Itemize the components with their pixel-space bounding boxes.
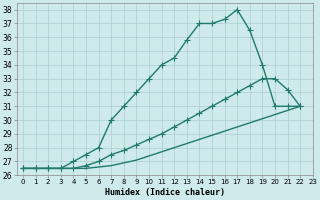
X-axis label: Humidex (Indice chaleur): Humidex (Indice chaleur) [105, 188, 225, 197]
